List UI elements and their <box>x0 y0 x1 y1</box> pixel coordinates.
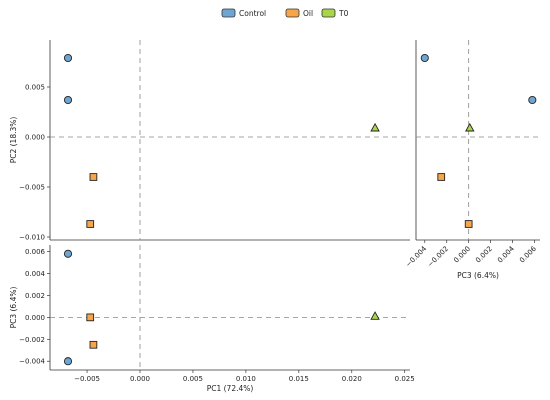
point-oil <box>437 173 446 181</box>
point-oil <box>464 220 473 228</box>
point-t0 <box>370 122 380 132</box>
y-tick-label: −0.004 <box>19 358 45 366</box>
point-oil <box>89 173 98 181</box>
x-axis-label: PC3 (6.4%) <box>457 271 499 280</box>
x-tick-label: −0.004 <box>404 244 428 268</box>
point-control <box>420 53 429 63</box>
y-tick-label: 0.005 <box>25 84 45 92</box>
x-tick-label: 0.025 <box>395 375 415 383</box>
y-tick-label: −0.010 <box>19 234 45 242</box>
x-tick-label: 0.010 <box>236 375 256 383</box>
legend-swatch-t0 <box>321 8 336 18</box>
point-control <box>63 249 73 258</box>
point-oil <box>86 313 95 322</box>
x-tick-label: −0.005 <box>74 375 100 383</box>
point-t0 <box>465 122 475 132</box>
x-tick-label: 0.006 <box>518 244 538 264</box>
x-tick-label: 0.002 <box>474 245 494 265</box>
y-tick-label: 0.000 <box>25 314 45 322</box>
legend-label-oil: Oil <box>303 9 313 18</box>
point-oil <box>89 340 98 349</box>
x-tick-label: 0.015 <box>289 375 309 383</box>
panel-pc1-vs-pc2: 0.005 0.000 −0.005 −0.010 PC2 (18.3%) <box>9 40 410 242</box>
x-axis-label: PC1 (72.4%) <box>207 384 254 393</box>
x-tick-label: 0.000 <box>130 375 150 383</box>
legend-swatch-control <box>221 8 236 18</box>
y-tick-label: −0.002 <box>19 336 45 344</box>
y-tick-label: −0.005 <box>19 184 45 192</box>
panel-pc1-vs-pc3: 0.006 0.004 0.002 0.000 −0.002 −0.004 −0.005 0.… <box>9 245 415 393</box>
x-tick-label: 0.005 <box>183 375 203 383</box>
point-t0 <box>370 311 380 320</box>
point-control <box>63 357 73 366</box>
legend: Control Oil T0 <box>221 8 349 18</box>
point-control <box>63 53 73 63</box>
point-control <box>528 95 537 105</box>
y-axis-label: PC3 (6.4%) <box>9 287 18 329</box>
panel-pc3-vs-pc2: −0.004−0.002 0.000 0.002 0.004 0.006 PC3 (6.4… <box>404 40 540 280</box>
legend-label-t0: T0 <box>338 9 349 18</box>
x-tick-label: 0.020 <box>342 375 362 383</box>
point-control <box>63 95 73 105</box>
x-tick-label: −0.002 <box>426 245 450 269</box>
y-axis-label: PC2 (18.3%) <box>9 117 18 164</box>
point-oil <box>86 220 95 228</box>
y-tick-label: 0.000 <box>25 134 45 142</box>
legend-label-control: Control <box>239 9 266 18</box>
x-tick-label: 0.004 <box>496 244 516 264</box>
x-tick-label: 0.000 <box>452 245 472 265</box>
legend-swatch-oil <box>285 8 300 18</box>
y-tick-label: 0.006 <box>25 248 46 256</box>
y-tick-label: 0.002 <box>25 292 45 300</box>
y-tick-label: 0.004 <box>25 270 46 278</box>
